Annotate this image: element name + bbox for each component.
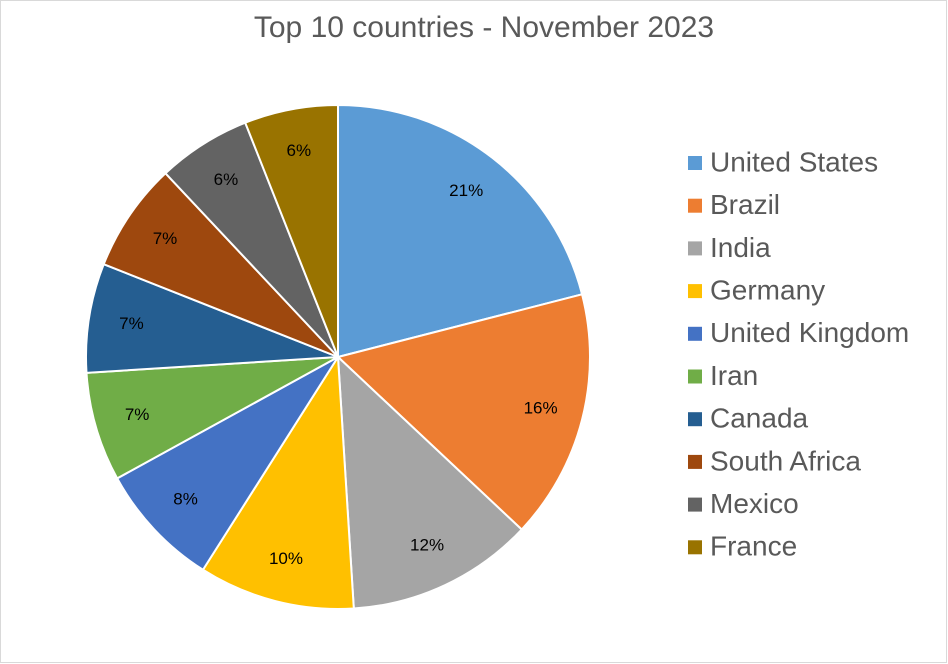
pie-slice xyxy=(335,293,591,531)
data-label: 10% xyxy=(269,549,303,568)
data-label: 7% xyxy=(153,229,178,248)
pie-slice xyxy=(243,103,339,358)
legend-swatch xyxy=(688,497,702,512)
legend-swatch xyxy=(688,241,702,256)
legend-swatch xyxy=(688,198,702,213)
legend-swatch xyxy=(688,412,702,427)
data-label: 8% xyxy=(173,490,198,509)
data-label: 6% xyxy=(287,141,312,160)
legend-label: South Africa xyxy=(710,445,861,476)
chart-title: Top 10 countries - November 2023 xyxy=(254,11,714,44)
pie-slice xyxy=(85,356,339,480)
legend-label: France xyxy=(710,531,797,562)
legend-label: Canada xyxy=(710,403,809,434)
data-label: 7% xyxy=(119,314,144,333)
data-label: 16% xyxy=(524,399,558,418)
data-label: 21% xyxy=(449,181,483,200)
legend-swatch xyxy=(688,284,702,299)
legend-swatch xyxy=(688,454,702,469)
pie-slice xyxy=(102,171,339,358)
legend-swatch xyxy=(688,326,702,341)
legend-label: Germany xyxy=(710,274,825,305)
legend-label: United States xyxy=(710,146,878,177)
pie-slice xyxy=(337,103,584,359)
legend-label: United Kingdom xyxy=(710,317,909,348)
pie-slice xyxy=(85,262,339,374)
legend-swatch xyxy=(688,156,702,170)
pie-slice xyxy=(115,356,339,572)
data-label: 12% xyxy=(410,536,444,555)
legend-label: Brazil xyxy=(710,189,780,220)
legend-label: India xyxy=(710,232,771,263)
legend-label: Iran xyxy=(710,360,758,391)
legend-swatch xyxy=(688,369,702,384)
data-label: 6% xyxy=(214,170,239,189)
data-label: 7% xyxy=(125,405,150,424)
pie-slice xyxy=(201,353,355,610)
legend-label: Mexico xyxy=(710,488,799,519)
pie-slice xyxy=(336,354,524,610)
legend-swatch xyxy=(688,540,702,555)
